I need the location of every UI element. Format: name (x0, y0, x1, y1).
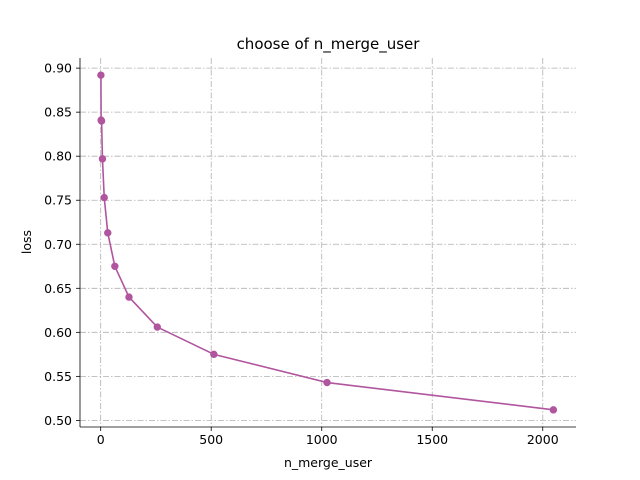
data-point (100, 193, 108, 202)
y-tick-label: 0.85 (44, 105, 72, 120)
grid (80, 58, 576, 427)
x-tick-label: 0 (97, 432, 105, 447)
y-tick-label: 0.80 (44, 149, 72, 164)
y-tick-label: 0.90 (44, 61, 72, 76)
data-point (125, 293, 133, 301)
chart-title: choose of n_merge_user (237, 35, 421, 54)
data-point (153, 323, 161, 331)
y-tick-label: 0.50 (44, 413, 72, 428)
data-point (97, 71, 105, 79)
x-tick-label: 1500 (416, 432, 448, 447)
y-tick-label: 0.65 (44, 281, 72, 296)
x-tick-label: 2000 (527, 432, 559, 447)
y-tick-label: 0.75 (44, 193, 72, 208)
data-point (104, 229, 112, 237)
axis-ticks: 0 500 1000 1500 2000 0.50 0.55 0.60 0.65 0.70 0.75… (44, 61, 559, 447)
y-tick-label: 0.55 (44, 369, 72, 384)
x-tick-label: 500 (199, 432, 223, 447)
x-tick-label: 1000 (306, 432, 338, 447)
series (97, 71, 558, 414)
data-point (210, 350, 218, 359)
data-point (323, 378, 331, 387)
axes-spines (79, 58, 576, 428)
y-tick-label: 0.60 (44, 325, 72, 340)
data-point (97, 117, 106, 125)
y-tick-label: 0.70 (44, 237, 72, 252)
x-axis-label: n_merge_user (284, 455, 373, 470)
data-point (111, 262, 119, 270)
series-line (100, 75, 554, 411)
data-point (549, 406, 558, 414)
y-axis-label: loss (19, 230, 34, 254)
data-point (98, 155, 107, 163)
